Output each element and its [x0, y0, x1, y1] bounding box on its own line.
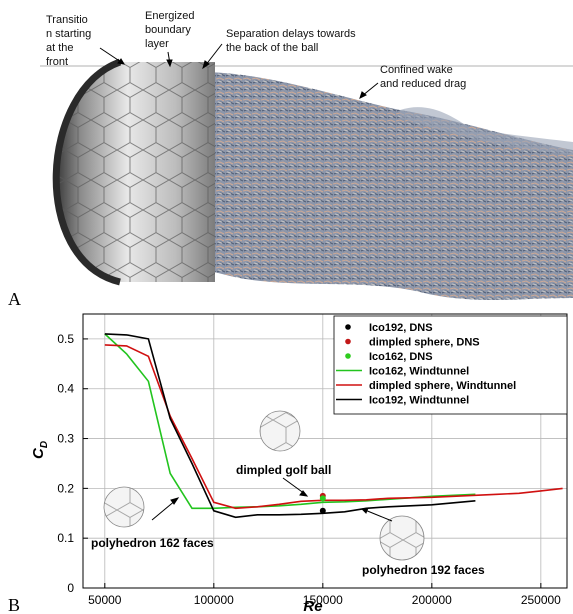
label-dimpled-golf-ball: dimpled golf ball: [236, 463, 331, 477]
label-polyhedron-162: polyhedron 162 faces: [91, 536, 214, 550]
legend-swatch-point: [345, 338, 351, 345]
panel-letter-a: A: [8, 289, 21, 309]
series-point: [319, 495, 326, 502]
y-tick-label: 0.5: [57, 332, 74, 346]
annotation-energized: Energized boundary layer: [145, 10, 198, 50]
legend-swatch-point: [345, 353, 351, 359]
y-tick-label: 0.2: [57, 481, 74, 495]
icosahedron-192-sketch: [379, 515, 425, 561]
x-tick-label: 50000: [88, 593, 122, 607]
panel-b: B 50000 100000 150000 200000 250000 0 0.1 0.2 0.…: [8, 313, 568, 614]
x-tick-label: 100000: [194, 593, 234, 607]
legend-label: Ico162, DNS: [369, 351, 433, 363]
series-line: [104, 333, 476, 519]
wake-turbulence: [190, 71, 573, 300]
ball-dimples: [56, 62, 215, 282]
golf-ball: [52, 58, 215, 286]
chart-series: [104, 333, 563, 519]
x-tick-label: 200000: [412, 593, 452, 607]
legend-box: [333, 315, 568, 415]
y-tick-label: 0: [67, 581, 74, 595]
y-tick-label: 0.4: [57, 382, 74, 396]
label-polyhedron-192: polyhedron 192 faces: [362, 563, 485, 577]
annotation-wake: Confined wake and reduced drag: [380, 64, 466, 90]
annotation-transition: Transitio n starting at the front: [46, 14, 94, 68]
panel-letter-b: B: [8, 595, 20, 614]
y-tick-label: 0.3: [57, 432, 74, 446]
y-axis-title: CD: [30, 441, 50, 459]
legend-label: dimpled sphere, DNS: [369, 337, 480, 349]
wake-fringe: [400, 107, 573, 155]
series-point: [319, 507, 326, 514]
chart-axes: 50000 100000 150000 200000 250000 0 0.1 0.2 0.3 0…: [30, 313, 568, 614]
y-tick-label: 0.1: [57, 531, 74, 545]
legend-swatch-point: [345, 324, 351, 330]
chart-legend: Ico192, DNS dimpled sphere, DNS Ico162, DN…: [333, 315, 568, 415]
series-line: [104, 344, 563, 510]
legend-label: dimpled sphere, Windtunnel: [369, 380, 516, 392]
legend-items: Ico192, DNS dimpled sphere, DNS Ico162, DN…: [336, 322, 516, 407]
legend-label: Ico192, DNS: [369, 322, 433, 334]
legend-label: Ico192, Windtunnel: [369, 395, 469, 407]
x-axis-title: Re: [303, 598, 322, 614]
ball-rim: [52, 58, 122, 286]
icosahedron-162-sketch: [103, 486, 145, 528]
annotation-arrows: [99, 43, 379, 99]
chart-points: [319, 492, 326, 514]
plot-frame: [82, 313, 568, 589]
panel-a: Transitio n starting at the front Energi…: [8, 10, 573, 309]
x-tick-label: 150000: [303, 593, 343, 607]
dimpled-ball-sketch: [259, 410, 301, 452]
annotation-separation: Separation delays towards the back of th…: [226, 28, 359, 54]
chart-label-arrows: [151, 477, 393, 522]
x-tick-label: 250000: [521, 593, 561, 607]
legend-label: Ico162, Windtunnel: [369, 366, 469, 378]
